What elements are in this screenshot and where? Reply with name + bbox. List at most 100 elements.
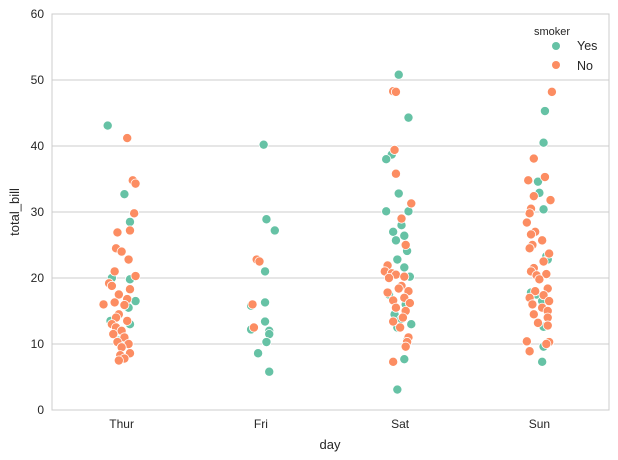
point-yes xyxy=(381,154,392,165)
point-no xyxy=(542,320,553,331)
point-no xyxy=(113,289,124,300)
point-yes xyxy=(260,266,271,277)
point-yes xyxy=(388,226,399,237)
point-no xyxy=(124,284,135,295)
point-yes xyxy=(119,189,130,200)
point-yes xyxy=(392,254,403,265)
point-yes xyxy=(264,366,275,377)
y-tick-label: 0 xyxy=(37,403,44,417)
point-no xyxy=(123,254,134,265)
x-tick-label: Sun xyxy=(529,417,550,431)
point-yes xyxy=(538,204,549,215)
point-no xyxy=(106,280,117,291)
point-no xyxy=(524,243,535,254)
point-yes xyxy=(532,176,543,187)
point-no xyxy=(119,300,130,311)
point-yes xyxy=(102,120,113,131)
point-no xyxy=(388,356,399,367)
point-no xyxy=(116,246,127,257)
point-no xyxy=(544,248,555,259)
y-tick-label: 50 xyxy=(31,73,45,87)
point-yes xyxy=(406,319,417,330)
point-yes xyxy=(538,137,549,148)
point-no xyxy=(521,336,532,347)
point-yes xyxy=(261,214,272,225)
legend-marker-yes xyxy=(552,42,560,50)
point-no xyxy=(530,286,541,297)
legend-label-no: No xyxy=(577,59,593,73)
x-axis-label: day xyxy=(320,437,341,452)
point-no xyxy=(109,266,120,277)
point-no xyxy=(122,315,133,326)
point-yes xyxy=(539,106,550,117)
point-no xyxy=(532,317,543,328)
point-yes xyxy=(260,297,271,308)
point-no xyxy=(521,217,532,228)
point-no xyxy=(537,235,548,246)
point-yes xyxy=(399,230,410,241)
point-no xyxy=(130,271,141,282)
point-no xyxy=(541,269,552,280)
point-no xyxy=(390,302,401,313)
y-axis-label: total_bill xyxy=(7,188,22,236)
point-no xyxy=(539,172,550,183)
point-no xyxy=(388,316,399,327)
legend-marker-no xyxy=(552,61,560,69)
y-tick-label: 20 xyxy=(31,271,45,285)
point-no xyxy=(528,191,539,202)
point-no xyxy=(524,346,535,357)
point-yes xyxy=(399,354,410,365)
point-yes xyxy=(381,206,392,217)
plot-frame xyxy=(51,13,610,411)
point-no xyxy=(534,274,545,285)
point-yes xyxy=(124,216,135,227)
point-no xyxy=(541,338,552,349)
point-no xyxy=(382,287,393,298)
point-no xyxy=(108,329,119,340)
point-yes xyxy=(392,384,403,395)
point-no xyxy=(390,168,401,179)
point-no xyxy=(399,271,410,282)
point-no xyxy=(130,178,141,189)
data-points xyxy=(98,69,557,395)
point-no xyxy=(523,175,534,186)
legend-title: smoker xyxy=(534,26,570,38)
point-no xyxy=(247,299,258,310)
point-yes xyxy=(393,188,404,199)
point-yes xyxy=(403,112,414,123)
point-yes xyxy=(390,235,401,246)
y-tick-label: 60 xyxy=(31,7,45,21)
point-yes xyxy=(399,262,410,273)
point-no xyxy=(395,322,406,333)
point-no xyxy=(390,86,401,97)
point-yes xyxy=(269,225,280,236)
point-no xyxy=(113,355,124,366)
point-no xyxy=(528,309,539,320)
legend-label-yes: Yes xyxy=(577,39,597,53)
point-no xyxy=(383,272,394,283)
point-no xyxy=(393,283,404,294)
point-no xyxy=(404,298,415,309)
y-tick-label: 40 xyxy=(31,139,45,153)
point-no xyxy=(544,296,555,307)
point-no xyxy=(129,208,140,219)
point-no xyxy=(109,297,120,308)
point-no xyxy=(122,133,133,144)
point-yes xyxy=(261,337,272,348)
point-no xyxy=(254,256,265,267)
point-no xyxy=(546,86,557,97)
x-tick-label: Sat xyxy=(391,417,410,431)
legend: smoker Yes No xyxy=(534,26,597,73)
point-no xyxy=(98,299,109,310)
point-no xyxy=(528,153,539,164)
point-yes xyxy=(260,316,271,327)
point-yes xyxy=(537,356,548,367)
point-no xyxy=(389,144,400,155)
point-no xyxy=(524,208,535,219)
point-no xyxy=(538,256,549,267)
point-no xyxy=(112,227,123,238)
y-tick-label: 10 xyxy=(31,337,45,351)
x-tick-label: Thur xyxy=(109,417,134,431)
point-yes xyxy=(253,348,264,359)
